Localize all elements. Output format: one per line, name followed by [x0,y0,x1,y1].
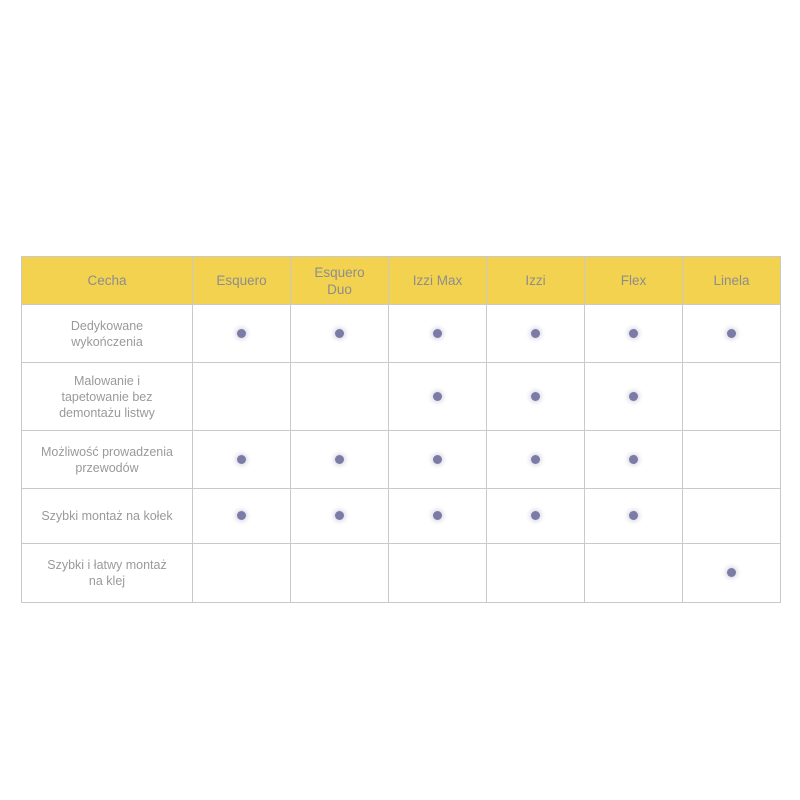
check-dot-icon [335,328,344,338]
header-label-line: Izzi Max [412,273,463,288]
header-cell-feature: Cecha [21,256,193,305]
check-dot-icon [433,454,442,464]
mark-cell [486,488,585,544]
mark-cell [388,543,487,603]
feature-label-line: wykończenia [71,334,143,349]
check-dot-icon [629,454,638,464]
mark-cell [486,304,585,363]
check-dot-icon [335,454,344,464]
mark-cell [682,430,781,489]
mark-cell [388,362,487,431]
mark-cell [192,304,291,363]
mark-cell [290,488,389,544]
mark-cell [290,304,389,363]
mark-cell [290,362,389,431]
header-cell-esquero: Esquero [192,256,291,305]
header-label-line: Linela [713,273,750,288]
feature-comparison-table: Cecha Esquero Esquero Duo Izzi Max Izzi [21,256,781,603]
feature-label-line: na klej [88,574,126,588]
header-label-line: Esquero [314,264,365,280]
mark-cell [486,362,585,431]
feature-label-line: tapetowanie bez [61,389,153,404]
table-header: Cecha Esquero Esquero Duo Izzi Max Izzi [21,256,781,305]
check-dot-icon [531,511,540,520]
check-dot-icon [727,568,736,577]
mark-cell [584,362,683,431]
header-cell-izzi-max: Izzi Max [388,256,487,305]
table-row: Szybki montaż na kołek [21,488,781,544]
check-dot-icon [531,391,540,401]
check-dot-icon [629,328,638,338]
feature-label-line: Szybki montaż na kołek [41,509,173,523]
check-dot-icon [531,328,540,338]
mark-cell [682,488,781,544]
feature-label-line: Możliwość prowadzenia [40,444,173,459]
feature-label-cell: Szybki i łatwy montaż na klej [21,543,193,603]
mark-cell [192,488,291,544]
header-cell-izzi: Izzi [486,256,585,305]
mark-cell [486,543,585,603]
mark-cell [290,430,389,489]
check-dot-icon [237,328,246,338]
mark-cell [192,362,291,431]
mark-cell [584,430,683,489]
feature-label-cell: Szybki montaż na kołek [21,488,193,544]
table-row: Szybki i łatwy montaż na klej [21,543,781,603]
feature-label-cell: Malowanie i tapetowanie bez demontażu li… [21,362,193,431]
header-cell-flex: Flex [584,256,683,305]
mark-cell [584,304,683,363]
header-label-line: Flex [620,273,647,288]
header-cell-esquero-duo: Esquero Duo [290,256,389,305]
header-label-line: Duo [327,281,352,297]
table-row: Dedykowane wykończenia [21,304,781,363]
feature-label-cell: Dedykowane wykończenia [21,304,193,363]
mark-cell [192,543,291,603]
check-dot-icon [629,391,638,401]
mark-cell [388,430,487,489]
check-dot-icon [433,511,442,520]
mark-cell [486,430,585,489]
check-dot-icon [433,391,442,401]
feature-label-line: przewodów [75,460,139,475]
mark-cell [682,543,781,603]
check-dot-icon [531,454,540,464]
check-dot-icon [335,511,344,520]
feature-label-line: demontażu listwy [59,405,155,420]
feature-label-line: Malowanie i [73,373,140,388]
feature-label-cell: Możliwość prowadzenia przewodów [21,430,193,489]
check-dot-icon [433,328,442,338]
table-body: Dedykowane wykończenia Malowanie i tapet… [21,304,781,603]
header-label-line: Esquero [216,273,267,288]
mark-cell [388,488,487,544]
mark-cell [682,362,781,431]
header-cell-linela: Linela [682,256,781,305]
mark-cell [682,304,781,363]
check-dot-icon [629,511,638,520]
mark-cell [192,430,291,489]
check-dot-icon [237,454,246,464]
feature-label-line: Szybki i łatwy montaż [47,558,167,572]
table-row: Malowanie i tapetowanie bez demontażu li… [21,362,781,431]
table-row: Możliwość prowadzenia przewodów [21,430,781,489]
feature-label-line: Dedykowane [70,318,144,333]
comparison-table-container: Cecha Esquero Esquero Duo Izzi Max Izzi [21,256,781,603]
header-label-line: Izzi [525,273,546,288]
mark-cell [584,488,683,544]
header-row: Cecha Esquero Esquero Duo Izzi Max Izzi [21,256,781,305]
check-dot-icon [727,328,736,338]
mark-cell [290,543,389,603]
mark-cell [388,304,487,363]
check-dot-icon [237,511,246,520]
mark-cell [584,543,683,603]
